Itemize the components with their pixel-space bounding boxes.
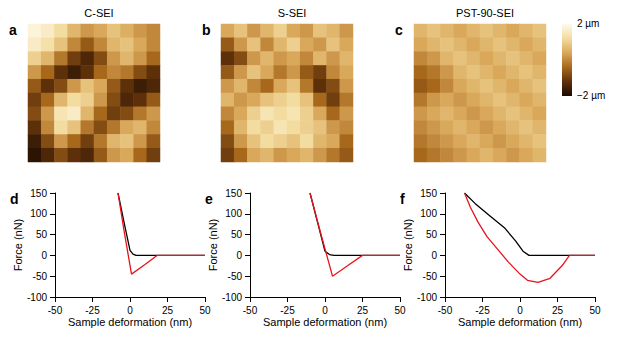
- svg-text:Sample deformation (nm): Sample deformation (nm): [458, 316, 582, 328]
- svg-text:Force (nN): Force (nN): [402, 219, 414, 272]
- svg-text:Force (nN): Force (nN): [12, 219, 24, 272]
- svg-text:-50: -50: [33, 271, 48, 282]
- svg-text:50: 50: [394, 305, 406, 316]
- svg-text:PST-90-SEI: PST-90-SEI: [456, 7, 514, 19]
- svg-text:S-SEI: S-SEI: [278, 7, 307, 19]
- svg-text:25: 25: [162, 305, 174, 316]
- svg-text:0: 0: [322, 305, 328, 316]
- svg-text:Sample deformation (nm): Sample deformation (nm): [263, 316, 387, 328]
- svg-text:150: 150: [225, 188, 242, 199]
- svg-text:50: 50: [231, 229, 243, 240]
- svg-text:0: 0: [236, 250, 242, 261]
- svg-text:c: c: [395, 22, 403, 38]
- svg-text:0: 0: [41, 250, 47, 261]
- svg-text:b: b: [202, 22, 211, 38]
- svg-text:f: f: [400, 191, 405, 207]
- svg-text:100: 100: [225, 208, 242, 219]
- svg-text:-50: -50: [243, 305, 258, 316]
- svg-text:50: 50: [589, 305, 601, 316]
- svg-text:-50: -50: [228, 271, 243, 282]
- svg-text:0: 0: [431, 250, 437, 261]
- svg-text:-50: -50: [423, 271, 438, 282]
- svg-text:50: 50: [36, 229, 48, 240]
- svg-text:0: 0: [517, 305, 523, 316]
- svg-text:50: 50: [199, 305, 211, 316]
- svg-text:150: 150: [30, 188, 47, 199]
- svg-text:-25: -25: [280, 305, 295, 316]
- svg-text:50: 50: [426, 229, 438, 240]
- svg-text:e: e: [205, 191, 213, 207]
- svg-text:25: 25: [357, 305, 369, 316]
- svg-text:d: d: [10, 191, 19, 207]
- svg-text:-25: -25: [475, 305, 490, 316]
- svg-text:150: 150: [420, 188, 437, 199]
- svg-text:-100: -100: [417, 292, 437, 303]
- svg-text:Sample deformation (nm): Sample deformation (nm): [68, 316, 192, 328]
- svg-text:-25: -25: [85, 305, 100, 316]
- svg-text:-100: -100: [222, 292, 242, 303]
- svg-text:−2 µm: −2 µm: [577, 90, 605, 101]
- svg-text:100: 100: [420, 208, 437, 219]
- svg-text:-50: -50: [438, 305, 453, 316]
- svg-text:100: 100: [30, 208, 47, 219]
- svg-text:-50: -50: [48, 305, 63, 316]
- svg-text:a: a: [9, 22, 17, 38]
- svg-text:-100: -100: [27, 292, 47, 303]
- svg-text:Force (nN): Force (nN): [207, 219, 219, 272]
- svg-text:2 µm: 2 µm: [577, 18, 599, 29]
- svg-text:0: 0: [127, 305, 133, 316]
- svg-text:C-SEI: C-SEI: [84, 7, 113, 19]
- svg-text:25: 25: [552, 305, 564, 316]
